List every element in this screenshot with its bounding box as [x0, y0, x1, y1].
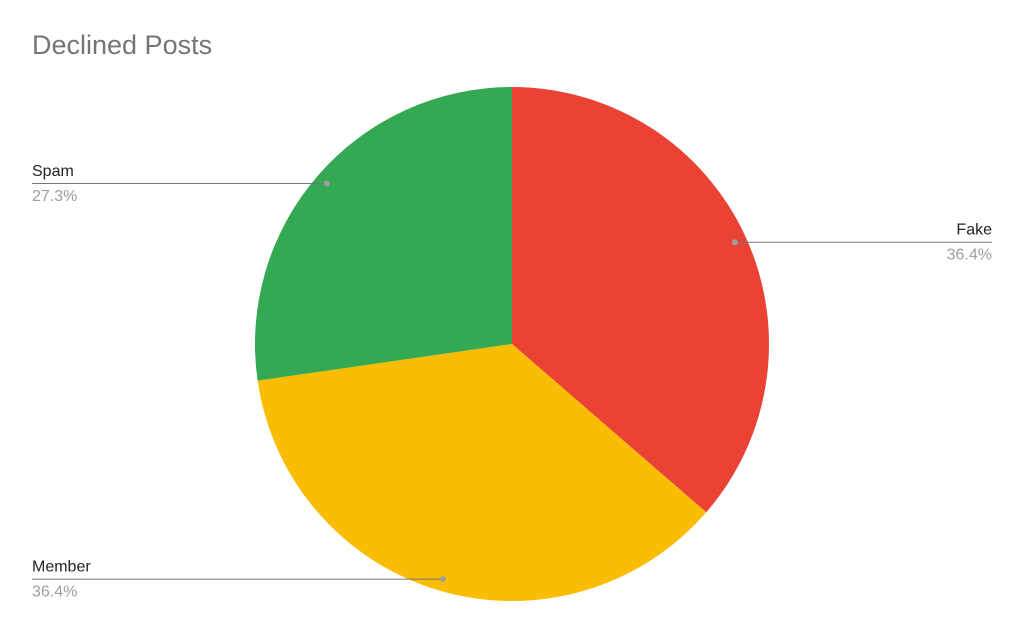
pie-slice [254, 87, 512, 381]
value-label: 36.4% [947, 246, 992, 263]
pie-slice [257, 344, 707, 602]
leader-dot [439, 576, 446, 583]
value-label: 27.3% [32, 188, 77, 205]
slice-label: Fake [956, 221, 992, 238]
slice-label: Spam [32, 163, 74, 180]
leader-dot [731, 239, 738, 246]
value-label: 36.4% [32, 583, 77, 600]
pie-slice [512, 87, 769, 513]
leader-dot [323, 180, 330, 187]
chart-title: Declined Posts [32, 30, 212, 60]
slice-label: Member [32, 558, 91, 575]
